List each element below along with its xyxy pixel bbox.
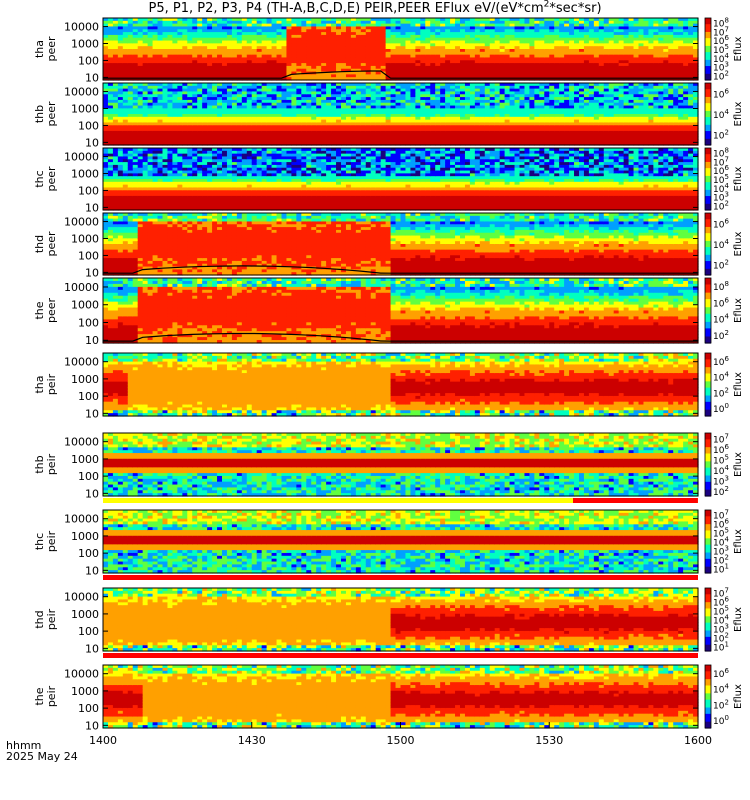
- spectrogram-panel-thb-peer: 10100100010000thbpeer102104106Eflux: [33, 83, 744, 149]
- y-tick-label: 1000: [71, 37, 99, 50]
- y-tick-label: 100: [78, 54, 99, 67]
- y-tick-label: 10: [85, 71, 99, 84]
- panel-label: thapeer: [33, 36, 58, 62]
- colorbar: 102103104105106107108Eflux: [705, 16, 744, 82]
- colorbar-label: Eflux: [733, 36, 744, 61]
- y-tick-label: 10000: [64, 21, 99, 34]
- spectrogram-panel-tha-peer: 10 100 1000 10000 thapeer 1021031041051061071…: [33, 16, 744, 84]
